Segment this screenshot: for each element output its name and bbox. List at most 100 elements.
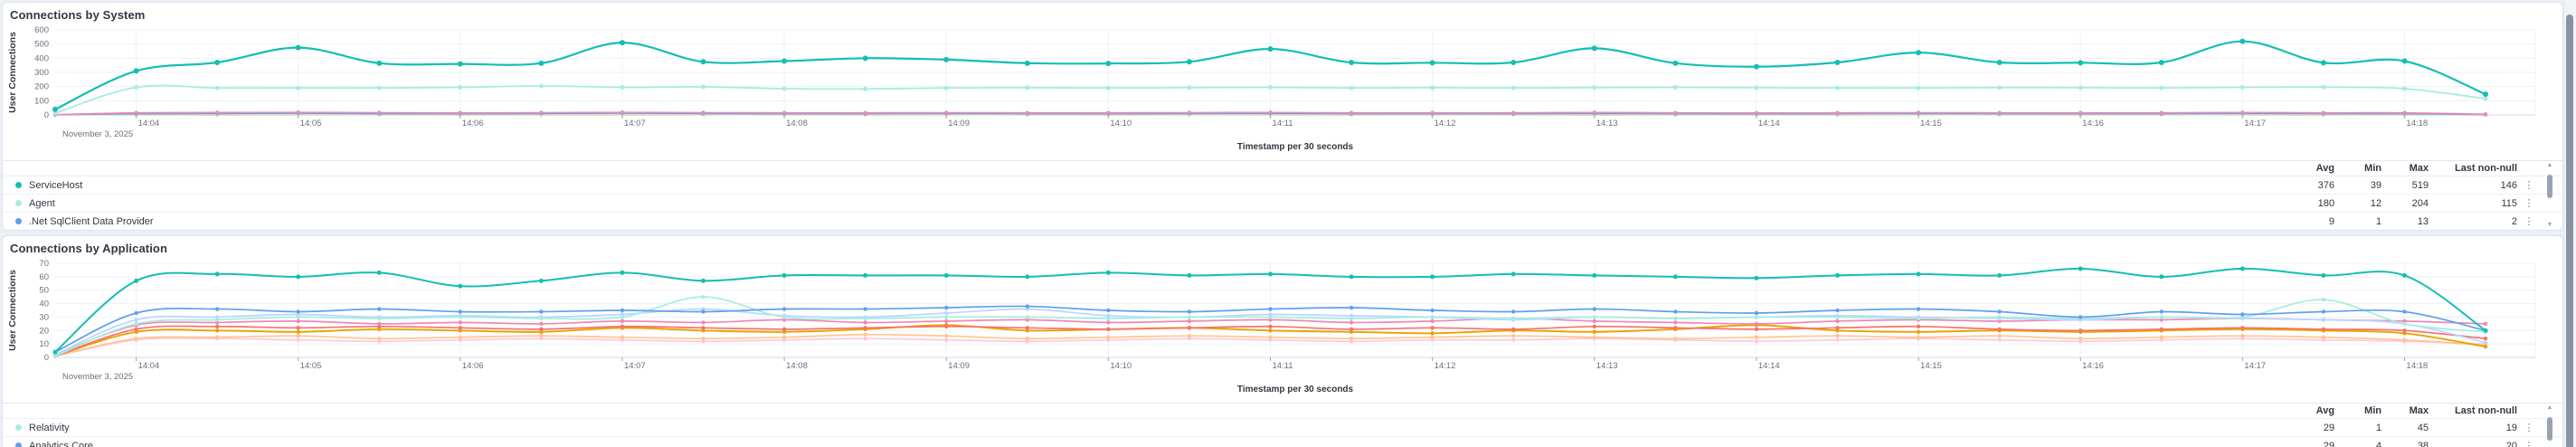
scroll-up-icon[interactable]: ▲ (2546, 404, 2553, 411)
svg-text:14:15: 14:15 (1920, 119, 1942, 128)
legend-rows: Relativity 29 1 45 19 ⋮ Analytics Core 29 4 38 20 ⋮… (3, 418, 2562, 447)
legend-value-last: 115 (2501, 197, 2517, 209)
column-header-max[interactable]: Max (2409, 405, 2429, 416)
scroll-up-icon[interactable]: ▲ (2546, 162, 2553, 168)
svg-text:14:08: 14:08 (786, 119, 808, 128)
svg-text:14:04: 14:04 (138, 361, 160, 371)
svg-text:14:09: 14:09 (948, 119, 970, 128)
svg-text:100: 100 (34, 96, 49, 106)
legend-row: Analytics Core 29 4 38 20 ⋮ (3, 436, 2562, 447)
x-axis-date-label: November 3, 2025 (62, 129, 133, 139)
svg-text:14:08: 14:08 (786, 361, 808, 371)
legend-row: .Net SqlClient Data Provider 9 1 13 2 ⋮ (3, 212, 2562, 230)
svg-text:14:05: 14:05 (300, 119, 322, 128)
legend-value-avg: 9 (2328, 215, 2334, 227)
svg-text:400: 400 (34, 53, 49, 63)
legend-color-dot (15, 182, 22, 188)
svg-text:40: 40 (39, 300, 49, 309)
legend-color-dot (15, 424, 22, 431)
x-axis-title: Timestamp per 30 seconds (1237, 142, 1354, 152)
legend-value-min: 39 (2370, 179, 2382, 191)
legend-value-max: 45 (2417, 422, 2429, 433)
legend-row: Relativity 29 1 45 19 ⋮ (3, 418, 2562, 436)
row-actions-kebab-icon[interactable]: ⋮ (2524, 215, 2534, 227)
column-header-last-non-null[interactable]: Last non-null (2454, 163, 2517, 174)
line-chart-svg[interactable]: 0 100 200 300 400 500 600 14:04 14:05 14:06 14:07 1… (3, 24, 2563, 156)
svg-text:14:15: 14:15 (1920, 361, 1942, 371)
svg-text:14:14: 14:14 (1758, 361, 1780, 371)
legend-value-avg: 29 (2323, 422, 2334, 433)
row-actions-kebab-icon[interactable]: ⋮ (2524, 179, 2534, 191)
column-header-avg[interactable]: Avg (2316, 405, 2334, 416)
column-header-min[interactable]: Min (2364, 405, 2382, 416)
connections-by-application-chart[interactable]: 0 10 20 30 40 50 60 70 14:04 14:05 14:06 14:07 14:08… (3, 257, 2563, 403)
legend-series-name[interactable]: ServiceHost (29, 179, 83, 191)
legend-value-max: 204 (2411, 197, 2429, 209)
svg-text:14:06: 14:06 (462, 119, 484, 128)
column-header-min[interactable]: Min (2364, 163, 2382, 174)
panel-title: Connections by System (10, 8, 146, 22)
svg-text:14:12: 14:12 (1435, 361, 1456, 371)
legend-value-last: 2 (2511, 215, 2517, 227)
page-scrollbar-thumb[interactable] (2566, 14, 2573, 447)
legend-series-name[interactable]: Relativity (29, 422, 70, 433)
svg-text:14:17: 14:17 (2244, 119, 2266, 128)
svg-text:50: 50 (39, 286, 49, 296)
legend-series-name[interactable]: Analytics Core (29, 440, 93, 447)
line-chart-svg[interactable]: 0 10 20 30 40 50 60 70 14:04 14:05 14:06 14:07 14:08… (3, 257, 2563, 398)
row-actions-kebab-icon[interactable]: ⋮ (2524, 197, 2534, 209)
svg-text:14:14: 14:14 (1758, 119, 1780, 128)
row-actions-kebab-icon[interactable]: ⋮ (2524, 422, 2534, 433)
connections-by-system-chart[interactable]: 0 100 200 300 400 500 600 14:04 14:05 14:06 14:07 1… (3, 24, 2563, 160)
legend-scrollbar-thumb[interactable] (2547, 175, 2552, 198)
legend-color-dot (15, 218, 22, 224)
x-axis-date-label: November 3, 2025 (62, 372, 133, 382)
legend-value-min: 4 (2375, 440, 2382, 447)
legend-header-row: Avg Min Max Last non-null (3, 161, 2562, 176)
svg-text:0: 0 (44, 353, 49, 363)
svg-text:20: 20 (39, 326, 49, 336)
svg-text:300: 300 (34, 68, 49, 78)
legend-scrollbar[interactable]: ▲ ▼ (2544, 162, 2555, 229)
x-axis-title: Timestamp per 30 seconds (1237, 385, 1354, 395)
row-actions-kebab-icon[interactable]: ⋮ (2524, 440, 2534, 447)
legend-value-avg: 180 (2317, 197, 2334, 209)
svg-text:14:16: 14:16 (2082, 361, 2104, 371)
y-axis-title: User Connections (7, 32, 18, 113)
svg-text:14:10: 14:10 (1110, 119, 1132, 128)
column-header-avg[interactable]: Avg (2316, 163, 2334, 174)
svg-text:14:07: 14:07 (624, 119, 646, 128)
page-scrollbar[interactable] (2563, 0, 2576, 447)
legend-header-row: Avg Min Max Last non-null (3, 404, 2562, 418)
svg-text:14:10: 14:10 (1110, 361, 1132, 371)
legend-color-dot (15, 442, 22, 447)
svg-text:70: 70 (39, 259, 49, 269)
svg-text:0: 0 (44, 110, 49, 120)
svg-text:30: 30 (39, 312, 49, 322)
svg-text:14:06: 14:06 (462, 361, 484, 371)
column-header-last-non-null[interactable]: Last non-null (2454, 405, 2517, 416)
legend-value-last: 19 (2505, 422, 2517, 433)
scroll-down-icon[interactable]: ▼ (2546, 222, 2553, 228)
legend-value-max: 38 (2417, 440, 2429, 447)
svg-text:10: 10 (39, 339, 49, 349)
panel-connections-by-application: Connections by Application 0 10 20 30 40 50 60… (2, 235, 2563, 447)
svg-text:500: 500 (34, 40, 49, 50)
svg-text:200: 200 (34, 82, 49, 92)
svg-text:14:16: 14:16 (2082, 119, 2104, 128)
legend-series-name[interactable]: .Net SqlClient Data Provider (29, 215, 154, 227)
svg-text:14:17: 14:17 (2244, 361, 2266, 371)
svg-text:14:12: 14:12 (1435, 119, 1456, 128)
svg-text:14:07: 14:07 (624, 361, 646, 371)
legend-value-avg: 376 (2317, 179, 2334, 191)
legend-series-name[interactable]: Agent (29, 197, 55, 209)
legend-scrollbar-thumb[interactable] (2547, 417, 2552, 441)
svg-text:14:18: 14:18 (2406, 119, 2428, 128)
svg-text:60: 60 (39, 272, 49, 282)
column-header-max[interactable]: Max (2409, 163, 2429, 174)
legend-value-avg: 29 (2323, 440, 2334, 447)
legend-value-max: 13 (2417, 215, 2429, 227)
legend-value-min: 1 (2375, 215, 2382, 227)
legend-scrollbar[interactable]: ▲ ▼ (2544, 404, 2555, 447)
